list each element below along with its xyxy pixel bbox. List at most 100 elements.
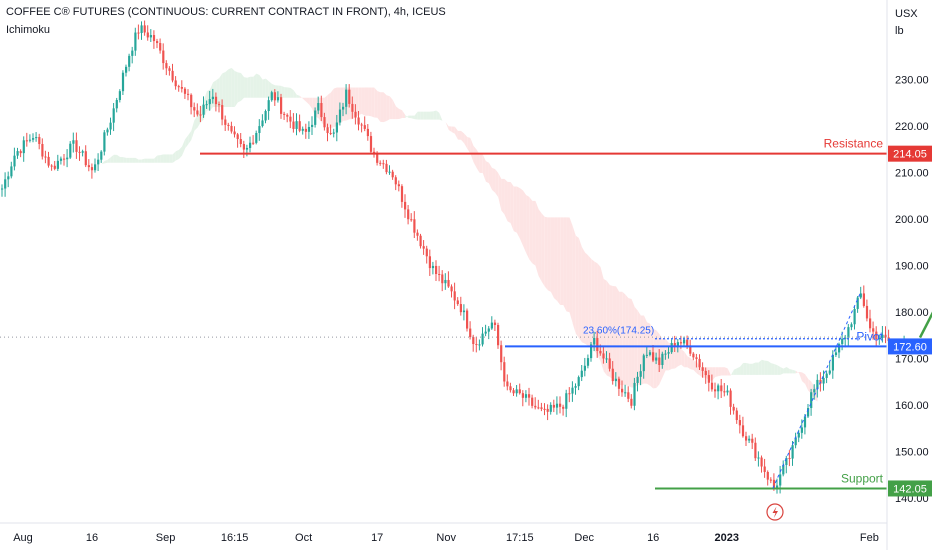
candle-body: [208, 99, 211, 105]
candle-body: [311, 124, 314, 127]
candle-body: [593, 338, 596, 345]
candle-body: [509, 386, 512, 391]
cloud-segment: [504, 178, 508, 222]
candle-body: [714, 389, 717, 392]
candle-body: [205, 104, 208, 106]
candle-body: [602, 353, 605, 359]
candle-body: [143, 25, 146, 33]
candle-body: [748, 438, 751, 441]
pivot-tag: 172.60: [893, 341, 927, 353]
candle-body: [345, 89, 348, 107]
candle-body: [512, 390, 515, 394]
cloud-segment: [169, 154, 173, 163]
cloud-segment: [467, 136, 471, 154]
cloud-segment: [507, 181, 511, 224]
cloud-segment: [603, 278, 607, 376]
candle-body: [853, 308, 856, 325]
cloud-segment: [371, 87, 375, 118]
cloud-segment: [656, 330, 660, 389]
cloud-segment: [616, 286, 620, 385]
candle-body: [199, 114, 202, 116]
candle-body: [25, 140, 28, 142]
cloud-segment: [488, 162, 493, 190]
cloud-segment: [178, 146, 183, 160]
cloud-segment: [389, 96, 393, 120]
candle-body: [813, 389, 816, 393]
cloud-segment: [368, 87, 372, 117]
candle-body: [149, 35, 152, 38]
candle-body: [490, 322, 493, 329]
cloud-segment: [82, 172, 86, 178]
candle-body: [400, 186, 404, 202]
candle-body: [472, 337, 475, 345]
candle-body: [1, 188, 4, 190]
candle-body: [193, 107, 196, 111]
candle-body: [862, 293, 865, 306]
cloud-segment: [151, 158, 155, 163]
candle-body: [571, 387, 574, 394]
cloud-segment: [358, 87, 362, 116]
cloud-segment: [175, 149, 179, 161]
candle-body: [258, 126, 261, 133]
candle-body: [450, 286, 453, 292]
cloud-segment: [581, 247, 586, 344]
candle-body: [84, 151, 87, 166]
candle-body: [506, 381, 509, 387]
cloud-segment: [147, 158, 152, 163]
candle-body: [335, 122, 338, 133]
candle-body: [763, 466, 766, 472]
candle-body: [627, 392, 630, 399]
cloud-segment: [684, 351, 688, 368]
cloud-segment: [485, 161, 489, 184]
candle-body: [583, 365, 586, 371]
candle-body: [407, 209, 410, 220]
indicator-label[interactable]: Ichimoku: [6, 24, 51, 36]
cloud-segment: [746, 362, 750, 375]
cloud-segment: [808, 379, 812, 394]
cloud-segment: [445, 122, 449, 130]
candle-body: [118, 91, 121, 100]
candle-body: [500, 345, 503, 363]
candle-body: [4, 179, 7, 189]
cloud-segment: [154, 155, 158, 163]
candle-body: [218, 104, 221, 106]
cloud-segment: [436, 110, 440, 120]
cloud-segment: [600, 266, 604, 372]
cloud-segment: [678, 345, 682, 367]
candle-body: [782, 465, 785, 475]
cloud-segment: [265, 78, 269, 98]
cloud-segment: [380, 92, 384, 123]
candle-body: [779, 474, 782, 486]
cloud-segment: [166, 154, 170, 163]
candle-body: [233, 131, 236, 135]
cloud-segment: [231, 67, 235, 107]
lightning-button[interactable]: [766, 503, 784, 521]
cloud-segment: [206, 89, 210, 111]
cloud-segment: [628, 298, 632, 388]
cloud-segment: [426, 111, 431, 120]
cloud-segment: [519, 188, 524, 246]
candle-body: [66, 157, 69, 160]
candle-body: [245, 147, 249, 150]
candle-body: [856, 297, 859, 309]
candle-body: [825, 373, 828, 378]
time-tick-label: 2023: [715, 532, 739, 544]
cloud-segment: [448, 126, 452, 132]
cloud-segment: [256, 73, 260, 98]
cloud-segment: [306, 97, 310, 105]
cloud-segment: [597, 263, 601, 362]
cloud-segment: [609, 285, 613, 380]
cloud-segment: [674, 345, 679, 369]
cloud-segment: [495, 169, 499, 198]
cloud-segment: [309, 97, 313, 109]
candle-body: [540, 407, 543, 409]
candle-body: [388, 171, 391, 173]
candle-body: [174, 80, 177, 87]
candle-body: [428, 256, 431, 269]
cloud-segment: [392, 100, 396, 120]
candle-body: [803, 416, 807, 428]
candle-body: [754, 442, 757, 459]
candle-body: [292, 121, 295, 129]
candle-body: [78, 151, 81, 153]
